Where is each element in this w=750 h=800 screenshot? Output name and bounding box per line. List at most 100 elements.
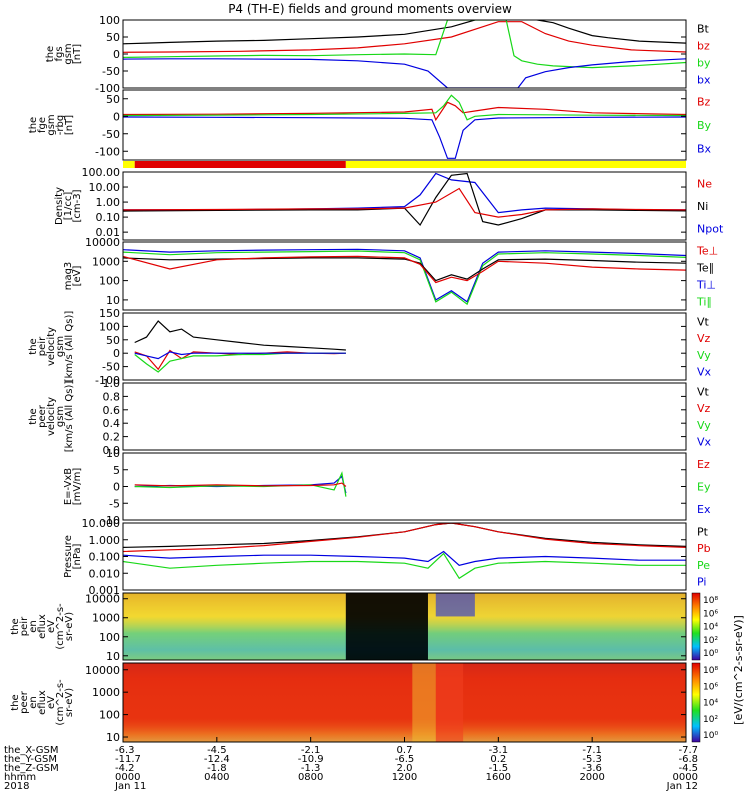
colorbar-label: [eV/(cm^2-s-sr-eV)] — [732, 615, 745, 725]
x-tick-label: 2.0 — [397, 763, 413, 774]
x-tick-label: -6.5 — [395, 754, 415, 765]
heatmap-blob — [435, 663, 464, 742]
y-axis-label: mag3 — [63, 262, 74, 291]
legend-entry: By — [697, 119, 712, 132]
legend-entry: Vy — [697, 419, 711, 432]
y-axis-label: peer — [19, 690, 30, 714]
series-group — [123, 20, 686, 88]
heatmap-cells — [123, 593, 686, 660]
y-tick-label: 50 — [106, 31, 120, 44]
y-tick-label: -10 — [102, 514, 120, 527]
y-tick-label: 100 — [99, 631, 120, 644]
series-line-by — [123, 20, 686, 69]
colorbar-tick-label: 10⁸ — [703, 596, 718, 606]
y-tick-label: 0.010 — [89, 567, 121, 580]
x-tick-label: 1200 — [392, 772, 417, 783]
series-group — [123, 523, 686, 580]
legend-entry: Vz — [697, 332, 711, 345]
y-tick-label: 0.4 — [103, 417, 121, 430]
legend-entry: Pi — [697, 576, 706, 589]
series-line-Te⊥ — [123, 255, 686, 284]
colorbar — [691, 592, 701, 661]
series-line-By — [123, 94, 686, 121]
x-tick-label: -7.1 — [582, 745, 602, 756]
x-axis-labels: the_X-GSM -6.3 -4.5 -2.1 0.7 -3.1 -7.1 -7.7 the_… — [4, 615, 745, 792]
y-axis-label: peir — [37, 336, 48, 356]
series-line-bz — [123, 21, 686, 53]
x-tick-label: -5.3 — [582, 754, 602, 765]
y-axis-label: peir — [19, 616, 30, 636]
legend-entry: Ez — [697, 458, 710, 471]
panel-3: 100.00 10.00 1.00 0.10 0.01 Density[1/cc][cm-… — [54, 166, 724, 241]
panel-frame — [122, 89, 687, 161]
y-tick-label: -5 — [109, 497, 120, 510]
legend-entry: Vz — [697, 402, 711, 415]
y-axis-label: [1/cc] — [63, 192, 74, 221]
y-tick-label: 10000 — [85, 236, 120, 249]
y-tick-label: 0 — [113, 48, 120, 61]
legend-entry: Vx — [697, 366, 712, 379]
panel-frame — [122, 382, 687, 451]
y-tick-label: 10000 — [85, 593, 120, 606]
series-line-bx — [123, 58, 686, 88]
y-tick-label: 0 — [113, 110, 120, 123]
x-row-label: hhmm — [4, 772, 36, 783]
y-axis-label: [eV] — [72, 266, 83, 287]
y-tick-label: 10 — [106, 650, 120, 663]
legend-entry: Vy — [697, 349, 711, 362]
legend-entry: bx — [697, 74, 711, 87]
y-axis-label: velocity — [46, 327, 57, 366]
x-tick-label: -3.6 — [582, 763, 602, 774]
series-line-Bx — [123, 116, 686, 159]
x-row-label: the_Z-GSM — [4, 763, 59, 774]
y-tick-label: 100 — [99, 709, 120, 722]
colorbar-tick-label: 10⁴ — [703, 699, 718, 709]
y-tick-label: 100 — [99, 320, 120, 333]
y-axis-label: (cm^2-s- — [55, 679, 66, 726]
x-tick-label: 0000 — [115, 772, 140, 783]
series-line-Ni — [123, 172, 686, 227]
legend-entry: Pt — [697, 525, 709, 538]
y-tick-label: 150 — [99, 307, 120, 320]
series-line-Ti⊥ — [123, 248, 686, 303]
panel-frame — [122, 241, 687, 311]
x-tick-label: -3.1 — [489, 745, 509, 756]
series-group — [123, 94, 686, 159]
plot-title: P4 (TH-E) fields and ground moments over… — [228, 2, 512, 16]
y-axis-label: eflux — [37, 614, 48, 639]
y-tick-label: 1000 — [92, 612, 120, 625]
y-tick-label: 0.100 — [89, 551, 121, 564]
x-tick-label: -1.8 — [207, 763, 227, 774]
y-tick-label: -50 — [102, 65, 120, 78]
legend-entry: Ti∥ — [696, 296, 712, 309]
x-tick-label: -1.3 — [301, 763, 321, 774]
x-row-label: the_X-GSM — [4, 745, 58, 756]
series-line-Ti∥ — [123, 250, 686, 306]
panel-frame — [122, 312, 687, 381]
y-axis-label: [nPa] — [72, 543, 83, 569]
y-tick-label: 100.00 — [82, 166, 121, 179]
panel-10: 10⁸ 10⁶ 10⁴ 10² 10⁰ 10000 1000 100 10 thepeerenef… — [10, 662, 718, 744]
x-row-label: 2018 — [4, 781, 29, 792]
y-tick-label: 10.000 — [82, 517, 121, 530]
y-axis-label: the — [28, 117, 39, 133]
y-axis-label: -rbg — [55, 115, 66, 135]
series-line-Ne — [123, 187, 686, 218]
panels: 100500-50-100thefgsgsm[nT]Btbzbybx500-50… — [10, 14, 724, 744]
y-tick-label: 10 — [106, 447, 120, 460]
y-tick-label: 0.10 — [96, 211, 121, 224]
y-axis-label: the — [10, 618, 21, 634]
colorbar-tick-label: 10⁴ — [703, 623, 718, 633]
y-axis-label: [nT] — [64, 115, 75, 135]
legend-entry: Vt — [697, 385, 710, 398]
legend-entry: Bt — [697, 23, 710, 36]
colorbar-tick-label: 10⁶ — [703, 682, 718, 692]
panel-frame — [122, 171, 687, 241]
y-axis-label: Density — [54, 187, 65, 225]
y-axis-label: [mV/m] — [72, 468, 83, 506]
y-tick-label: 100 — [99, 275, 120, 288]
heatmap-blob — [435, 593, 475, 617]
